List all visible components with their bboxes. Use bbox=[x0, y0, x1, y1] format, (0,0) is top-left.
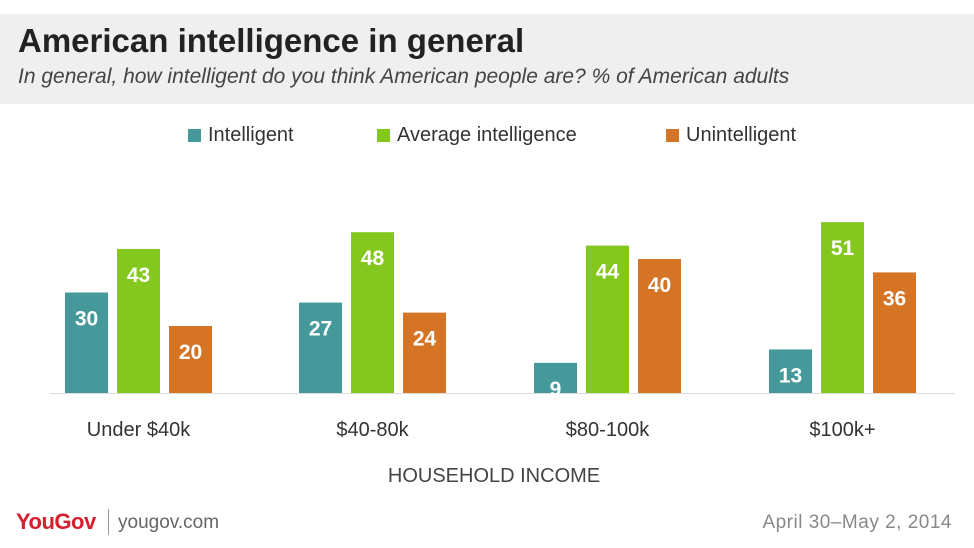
x-axis-title: HOUSEHOLD INCOME bbox=[388, 465, 600, 487]
bar-average-intelligence-1 bbox=[117, 248, 160, 393]
bar-unintelligent-4 bbox=[873, 272, 916, 393]
bar-unintelligent-1 bbox=[169, 326, 212, 393]
data-label: 40 bbox=[648, 274, 671, 297]
legend-item-average: Average intelligence bbox=[377, 122, 577, 148]
footer-site: yougov.com bbox=[118, 512, 220, 533]
category-label: Under $40k bbox=[87, 419, 191, 441]
bar-intelligent-2 bbox=[299, 302, 342, 393]
data-label: 30 bbox=[75, 308, 98, 331]
category-label: $80-100k bbox=[566, 419, 650, 441]
legend-item-unintelligent: Unintelligent bbox=[666, 122, 796, 148]
chart-title: American intelligence in general bbox=[18, 22, 525, 59]
data-label: 13 bbox=[779, 364, 802, 387]
legend-label-intelligent: Intelligent bbox=[208, 123, 294, 146]
bar-average-intelligence-4 bbox=[821, 222, 864, 393]
data-label: 44 bbox=[596, 261, 620, 284]
bar-average-intelligence-3 bbox=[586, 245, 629, 393]
data-label: 9 bbox=[550, 378, 562, 401]
category-label: $40-80k bbox=[336, 419, 409, 441]
data-label: 51 bbox=[831, 237, 855, 260]
legend-item-intelligent: Intelligent bbox=[188, 122, 294, 148]
data-label: 27 bbox=[309, 318, 332, 341]
legend-swatch-unintelligent bbox=[666, 128, 679, 142]
legend-swatch-intelligent bbox=[188, 128, 201, 142]
chart-header: American intelligence in general In gene… bbox=[0, 14, 974, 104]
bar-unintelligent-3 bbox=[638, 259, 681, 393]
chart-legend: Intelligent Average intelligence Unintel… bbox=[0, 122, 974, 148]
bar-unintelligent-2 bbox=[403, 312, 446, 393]
chart-subtitle: In general, how intelligent do you think… bbox=[18, 65, 790, 88]
bar-intelligent-4 bbox=[769, 349, 812, 393]
yougov-logo: YouGov bbox=[16, 509, 96, 534]
data-label: 43 bbox=[127, 264, 150, 287]
category-label: $100k+ bbox=[809, 419, 875, 441]
data-label: 36 bbox=[883, 287, 906, 310]
bar-chart: 30 43 20 Under $40k 27 48 24 $40-80k 9 44 40 $80-10… bbox=[50, 222, 955, 487]
bar-intelligent-1 bbox=[65, 292, 108, 393]
data-label: 24 bbox=[413, 328, 437, 351]
footer-divider bbox=[108, 509, 109, 535]
legend-swatch-average bbox=[377, 128, 390, 142]
legend-label-average: Average intelligence bbox=[397, 123, 577, 146]
bar-average-intelligence-2 bbox=[351, 232, 394, 393]
legend-label-unintelligent: Unintelligent bbox=[686, 123, 797, 146]
survey-date: April 30–May 2, 2014 bbox=[762, 512, 952, 533]
data-label: 20 bbox=[179, 341, 202, 364]
data-label: 48 bbox=[361, 247, 385, 270]
bar-intelligent-3 bbox=[534, 362, 577, 393]
